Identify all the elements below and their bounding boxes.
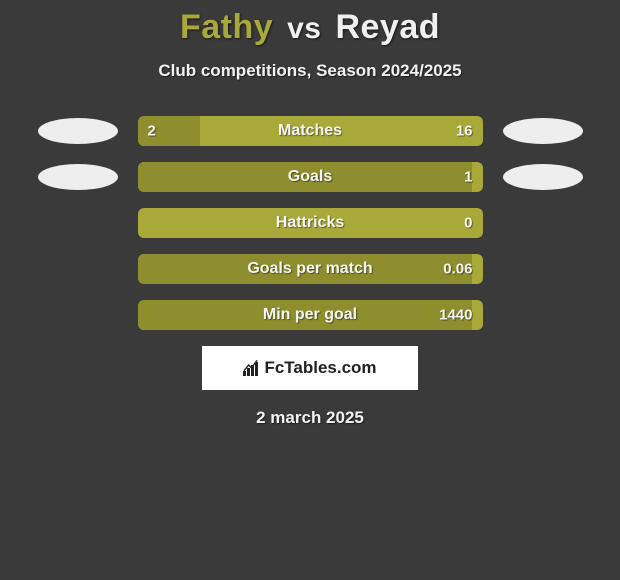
stat-row: Goals per match 0.06 — [0, 254, 620, 284]
stat-label: Matches — [278, 122, 342, 140]
stat-label: Hattricks — [276, 214, 344, 232]
stat-value-right: 1440 — [439, 307, 472, 324]
player1-name: Fathy — [180, 8, 273, 46]
stat-value-left: 2 — [148, 123, 156, 140]
stat-label: Min per goal — [263, 306, 357, 324]
subtitle: Club competitions, Season 2024/2025 — [0, 61, 620, 81]
player1-badge — [38, 164, 118, 190]
stat-bar: Goals 1 — [138, 162, 483, 192]
page-title: Fathy vs Reyad — [0, 0, 620, 47]
stat-value-right: 0 — [464, 215, 472, 232]
stat-bar: 2 Matches 16 — [138, 116, 483, 146]
player2-name: Reyad — [335, 8, 440, 46]
stat-value-right: 0.06 — [443, 261, 472, 278]
stat-value-right: 16 — [456, 123, 473, 140]
stat-bar: Min per goal 1440 — [138, 300, 483, 330]
stat-bar: Hattricks 0 — [138, 208, 483, 238]
stat-row: Hattricks 0 — [0, 208, 620, 238]
date-text: 2 march 2025 — [0, 408, 620, 428]
player2-badge — [503, 118, 583, 144]
chart-icon — [243, 360, 258, 376]
brand-text: FcTables.com — [264, 358, 376, 378]
stat-bar: Goals per match 0.06 — [138, 254, 483, 284]
stat-row: 2 Matches 16 — [0, 116, 620, 146]
stat-row: Goals 1 — [0, 162, 620, 192]
stat-value-right: 1 — [464, 169, 472, 186]
stat-label: Goals — [288, 168, 332, 186]
stat-row: Min per goal 1440 — [0, 300, 620, 330]
brand-footer: FcTables.com — [202, 346, 418, 390]
stats-comparison-card: Fathy vs Reyad Club competitions, Season… — [0, 0, 620, 580]
player2-badge — [503, 164, 583, 190]
stats-rows: 2 Matches 16 Goals 1 Hattricks 0 Goals per matc… — [0, 116, 620, 330]
vs-text: vs — [287, 12, 321, 45]
stat-label: Goals per match — [247, 260, 372, 278]
player1-badge — [38, 118, 118, 144]
